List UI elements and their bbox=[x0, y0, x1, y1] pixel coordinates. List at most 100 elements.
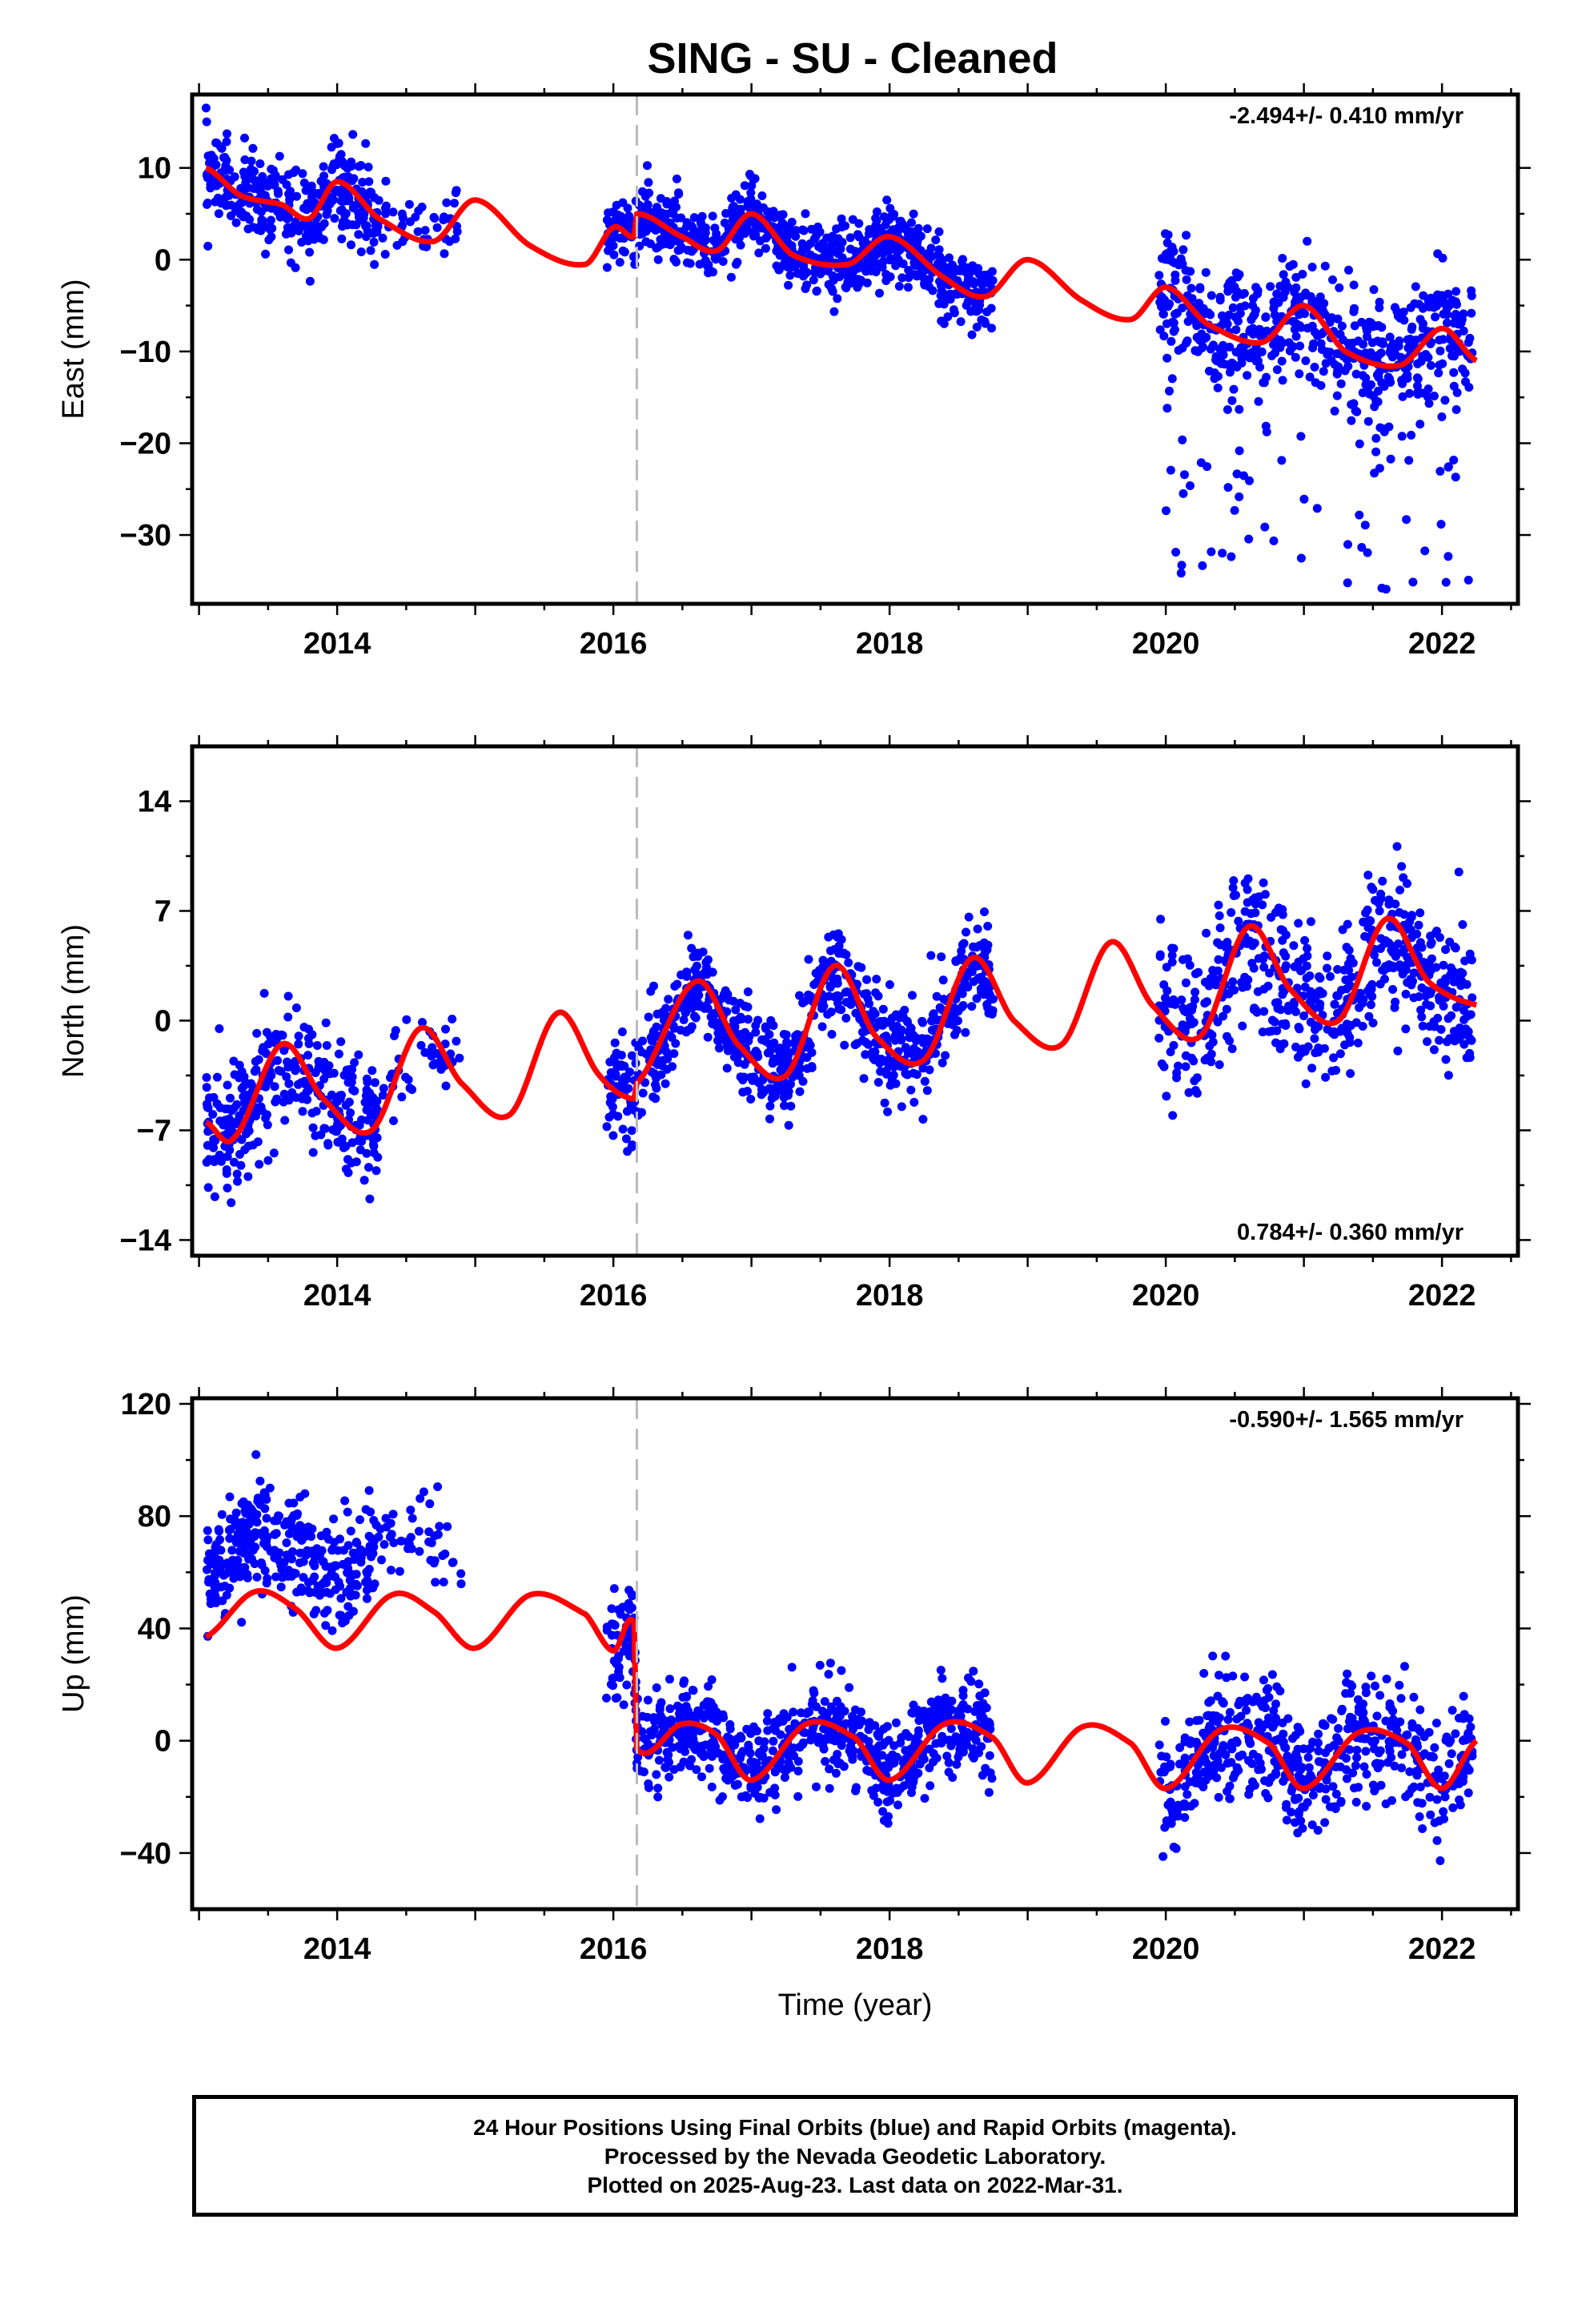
data-point bbox=[845, 233, 855, 243]
x-tick-label: 2016 bbox=[580, 627, 648, 661]
data-point bbox=[926, 1781, 935, 1791]
data-point bbox=[258, 1046, 267, 1055]
data-point bbox=[370, 1078, 379, 1088]
east-frame bbox=[190, 92, 1520, 606]
data-point bbox=[1258, 900, 1267, 910]
data-point bbox=[944, 1735, 954, 1745]
data-point bbox=[677, 1707, 686, 1717]
data-point bbox=[234, 1522, 243, 1531]
data-point bbox=[1316, 339, 1326, 348]
data-point bbox=[420, 1047, 430, 1057]
data-point bbox=[340, 1496, 350, 1506]
data-point bbox=[1238, 1021, 1247, 1031]
data-point bbox=[223, 129, 231, 139]
data-point bbox=[744, 1743, 753, 1752]
data-point bbox=[733, 257, 742, 267]
data-point bbox=[335, 188, 345, 198]
data-point bbox=[1231, 891, 1240, 900]
data-point bbox=[402, 1015, 412, 1024]
data-point bbox=[877, 263, 887, 272]
data-point bbox=[726, 272, 736, 282]
data-point bbox=[1169, 327, 1178, 336]
y-tick-label: −7 bbox=[137, 1114, 171, 1148]
data-point bbox=[380, 203, 390, 213]
data-point bbox=[662, 199, 672, 209]
data-point bbox=[1415, 1812, 1424, 1821]
data-point bbox=[1342, 1019, 1351, 1029]
data-point bbox=[264, 235, 274, 245]
data-point-outlier bbox=[1235, 492, 1244, 501]
data-point bbox=[966, 1677, 976, 1687]
data-point bbox=[640, 191, 650, 201]
data-point bbox=[363, 227, 372, 236]
data-point-outlier bbox=[1261, 421, 1271, 431]
data-point bbox=[205, 1093, 214, 1103]
data-point bbox=[1347, 972, 1356, 982]
data-point bbox=[934, 299, 944, 308]
data-point bbox=[299, 1023, 309, 1032]
data-point bbox=[720, 1753, 729, 1763]
data-point bbox=[689, 1743, 699, 1752]
data-point bbox=[961, 1027, 970, 1037]
data-point bbox=[1432, 1795, 1442, 1804]
data-point bbox=[1160, 1823, 1170, 1832]
data-point bbox=[959, 939, 969, 948]
data-point bbox=[1277, 356, 1287, 366]
data-point bbox=[1367, 338, 1377, 348]
data-point bbox=[622, 1680, 632, 1690]
data-point bbox=[1160, 255, 1170, 264]
data-point bbox=[958, 1700, 968, 1709]
data-point bbox=[1454, 867, 1464, 877]
data-point-outlier bbox=[1440, 396, 1450, 405]
data-point bbox=[1398, 969, 1407, 979]
data-point bbox=[961, 1730, 970, 1739]
data-point bbox=[1174, 1061, 1182, 1071]
data-point bbox=[837, 214, 846, 223]
data-point bbox=[1320, 1818, 1330, 1827]
y-tick-label: −14 bbox=[120, 1224, 171, 1257]
y-tick-label: 0 bbox=[155, 1004, 171, 1038]
data-point bbox=[325, 1069, 335, 1079]
data-point bbox=[243, 1172, 253, 1181]
data-point-outlier bbox=[1166, 465, 1175, 475]
data-point bbox=[322, 1041, 331, 1050]
data-point bbox=[1200, 977, 1210, 987]
data-point bbox=[771, 1726, 781, 1735]
data-point bbox=[648, 223, 658, 233]
data-point bbox=[226, 1093, 235, 1103]
data-point bbox=[644, 1783, 653, 1792]
data-point bbox=[765, 1030, 774, 1039]
data-point bbox=[244, 1126, 254, 1136]
data-point bbox=[203, 1140, 212, 1150]
data-point bbox=[799, 226, 809, 235]
data-point bbox=[943, 292, 953, 301]
data-point bbox=[1311, 1025, 1320, 1035]
data-point bbox=[657, 1720, 667, 1730]
data-point bbox=[325, 1589, 335, 1598]
data-point bbox=[1407, 980, 1416, 990]
data-point bbox=[284, 1529, 294, 1538]
data-point bbox=[1236, 343, 1246, 352]
data-point bbox=[893, 1800, 902, 1810]
data-point bbox=[1280, 964, 1290, 974]
data-point bbox=[303, 199, 312, 208]
data-point bbox=[1288, 317, 1298, 326]
data-point bbox=[833, 1750, 842, 1759]
data-point bbox=[926, 1697, 936, 1707]
data-point bbox=[689, 1011, 699, 1021]
data-point bbox=[676, 1727, 685, 1736]
data-point bbox=[1259, 955, 1268, 964]
data-point bbox=[879, 1724, 889, 1734]
data-point bbox=[725, 995, 734, 1005]
data-point bbox=[952, 1759, 962, 1769]
data-point bbox=[1225, 1707, 1235, 1717]
data-point bbox=[371, 1166, 381, 1176]
data-point bbox=[425, 1499, 435, 1509]
data-point bbox=[982, 999, 992, 1009]
data-point bbox=[949, 305, 958, 315]
data-point bbox=[211, 1136, 220, 1145]
data-point bbox=[897, 1025, 906, 1035]
data-point bbox=[774, 1055, 783, 1064]
data-point bbox=[665, 240, 675, 250]
data-point bbox=[613, 210, 622, 219]
